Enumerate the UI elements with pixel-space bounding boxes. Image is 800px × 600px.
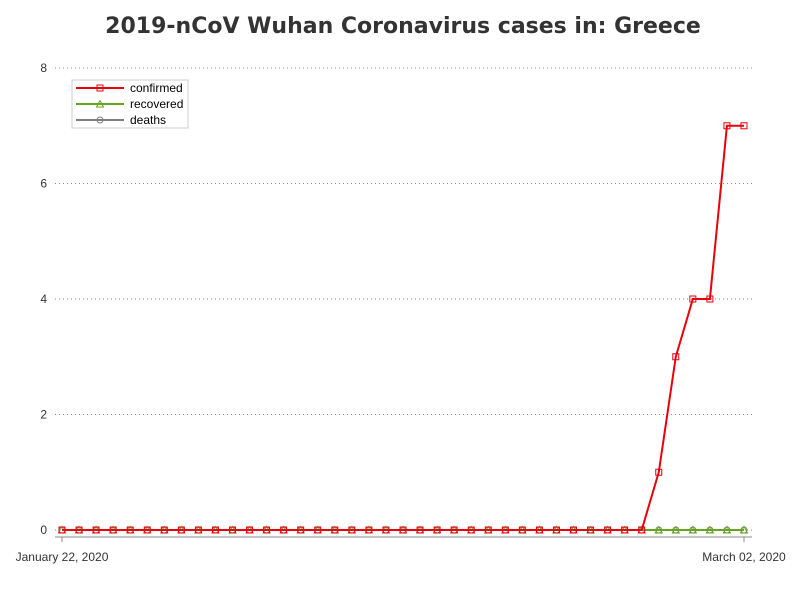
- data-point-confirmed-14: [297, 526, 305, 534]
- data-point-recovered-39: [722, 525, 732, 534]
- data-point-confirmed-7: [177, 526, 185, 534]
- legend-item-recovered: recovered: [76, 97, 183, 111]
- legend-marker-confirmed: [96, 84, 104, 92]
- data-point-confirmed-5: [143, 526, 151, 534]
- y-axis-ticks: 0 2 4 6 8: [40, 61, 47, 537]
- series-confirmed: [58, 122, 748, 534]
- data-point-confirmed-40: [740, 122, 748, 130]
- data-point-confirmed-17: [348, 526, 356, 534]
- data-point-confirmed-30: [570, 526, 577, 534]
- data-point-confirmed-34: [638, 526, 646, 534]
- x-tick-label-0: January 22, 2020: [16, 550, 109, 564]
- data-point-confirmed-6: [160, 526, 168, 534]
- data-point-confirmed-28: [535, 526, 543, 534]
- data-point-confirmed-23: [450, 526, 458, 534]
- legend-item-deaths: deaths: [76, 113, 166, 127]
- data-point-confirmed-26: [501, 526, 509, 534]
- legend: confirmed recovered deaths: [71, 79, 189, 129]
- data-point-confirmed-24: [467, 526, 475, 534]
- data-point-recovered-38: [705, 525, 715, 534]
- data-point-confirmed-2: [92, 526, 100, 534]
- data-point-confirmed-39: [723, 122, 731, 130]
- y-tick-label-0: 0: [40, 523, 47, 537]
- legend-label-recovered: recovered: [130, 97, 183, 111]
- data-point-confirmed-11: [246, 526, 254, 534]
- legend-marker-deaths: [96, 116, 104, 124]
- data-point-recovered-36: [671, 525, 681, 534]
- data-point-confirmed-29: [552, 526, 560, 534]
- data-point-confirmed-31: [587, 526, 595, 534]
- data-point-confirmed-19: [382, 526, 390, 534]
- data-point-confirmed-37: [689, 295, 697, 303]
- data-point-confirmed-36: [672, 353, 680, 361]
- y-tick-label-8: 8: [40, 61, 47, 75]
- data-point-confirmed-8: [194, 526, 202, 534]
- y-tick-label-4: 4: [40, 292, 47, 306]
- data-point-recovered-35: [654, 525, 664, 534]
- data-point-confirmed-1: [75, 526, 83, 534]
- data-point-confirmed-38: [706, 295, 714, 303]
- data-point-confirmed-22: [433, 526, 441, 534]
- data-point-confirmed-16: [331, 526, 339, 534]
- series-line-confirmed: [62, 124, 744, 531]
- data-point-confirmed-27: [518, 526, 526, 534]
- data-point-confirmed-3: [109, 526, 117, 534]
- x-axis-ticks: January 22, 2020 March 02, 2020: [16, 537, 786, 564]
- data-point-confirmed-18: [365, 526, 373, 534]
- data-point-confirmed-13: [280, 526, 288, 534]
- y-tick-label-6: 6: [40, 177, 47, 191]
- series-group: [57, 122, 749, 534]
- data-point-confirmed-25: [484, 526, 492, 534]
- y-grid: [55, 67, 752, 531]
- data-point-confirmed-0: [58, 526, 66, 534]
- data-point-confirmed-15: [314, 526, 322, 534]
- data-point-confirmed-32: [604, 526, 612, 534]
- legend-label-confirmed: confirmed: [130, 81, 183, 95]
- data-point-confirmed-12: [263, 526, 271, 534]
- legend-label-deaths: deaths: [130, 113, 166, 127]
- legend-marker-recovered: [95, 99, 105, 108]
- data-point-confirmed-35: [655, 468, 663, 476]
- data-point-recovered-40: [739, 525, 749, 534]
- chart-title: 2019-nCoV Wuhan Coronavirus cases in: Gr…: [105, 14, 701, 39]
- data-point-confirmed-33: [621, 526, 629, 534]
- x-tick-label-1: March 02, 2020: [702, 550, 786, 564]
- legend-item-confirmed: confirmed: [76, 81, 183, 95]
- y-tick-label-2: 2: [40, 408, 47, 422]
- data-point-confirmed-20: [399, 526, 407, 534]
- data-point-confirmed-4: [126, 526, 134, 534]
- data-point-recovered-37: [688, 525, 698, 534]
- data-point-confirmed-21: [416, 526, 424, 534]
- data-point-confirmed-10: [229, 526, 236, 534]
- data-point-confirmed-9: [211, 526, 219, 534]
